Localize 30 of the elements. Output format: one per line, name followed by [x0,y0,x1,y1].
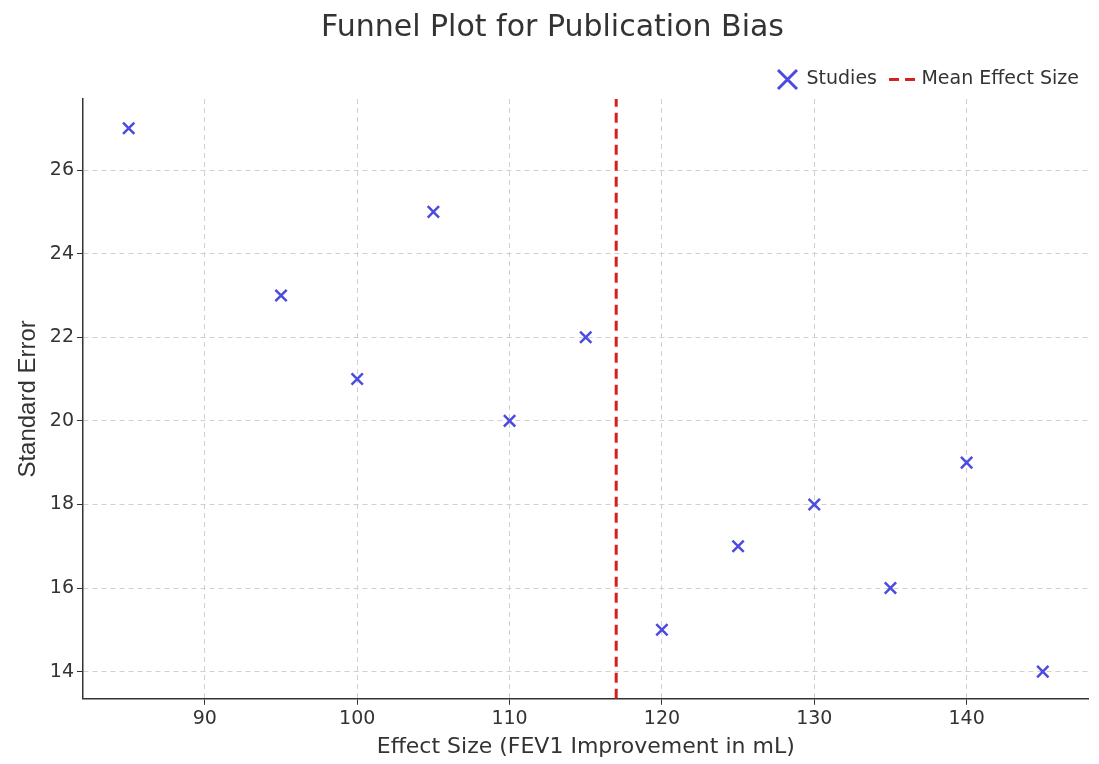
y-tick-label: 16 [49,574,74,597]
y-tick-label: 26 [49,156,74,179]
point [578,330,593,345]
legend-label: Studies [806,66,877,89]
x-tick-label: 110 [491,706,528,729]
y-tick-label: 18 [49,491,74,514]
y-tick-label: 14 [49,658,74,681]
x-tick-label: 100 [339,706,376,729]
point [274,288,288,303]
y-axis-title: Standard Error [13,320,41,478]
x-tick-label: 90 [192,706,217,729]
x-axis-title: Effect Size (FEV1 Improvement in mL) [376,732,795,758]
point [1035,664,1050,679]
x-tick-label: 130 [796,706,833,729]
point [502,413,517,428]
point [959,455,974,470]
point [426,204,441,219]
point [731,539,745,554]
legend-label: Mean Effect Size [921,66,1079,89]
point [350,372,365,386]
point [807,497,822,512]
point [883,581,898,595]
y-tick-label: 20 [49,407,74,430]
x-tick-label: 140 [948,706,985,729]
y-tick-label: 24 [49,240,74,263]
x-tick-label: 120 [643,706,681,729]
point [121,121,136,136]
y-tick-label: 22 [49,324,74,347]
chart-title: Funnel Plot for Publication Bias [321,7,784,43]
point [655,622,669,637]
